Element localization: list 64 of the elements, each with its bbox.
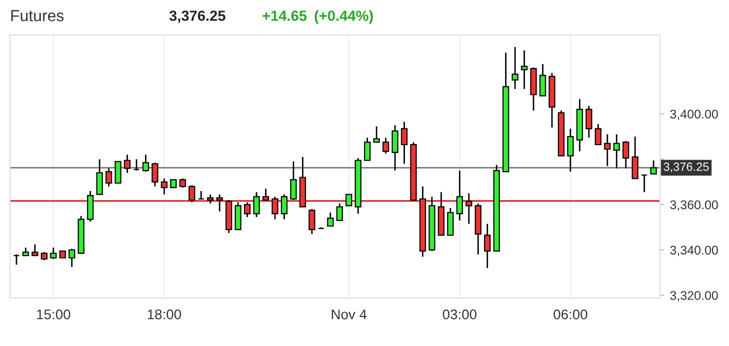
candlestick	[466, 192, 472, 225]
candlestick	[382, 137, 390, 154]
x-tick-label: 15:00	[37, 309, 70, 320]
x-tick-label: 18:00	[148, 309, 182, 320]
candlestick	[539, 63, 546, 96]
candlestick	[308, 208, 316, 235]
text: (+0.44%)	[314, 10, 373, 24]
candlestick	[114, 160, 122, 184]
candlestick	[346, 194, 352, 206]
candlestick	[13, 254, 20, 266]
candlestick	[327, 212, 334, 227]
candlestick	[179, 178, 186, 188]
candlestick	[133, 158, 140, 172]
candlestick	[484, 223, 491, 269]
candlestick	[594, 123, 602, 146]
candlestick	[152, 162, 158, 188]
candlestick	[198, 190, 204, 200]
candlestick	[272, 196, 278, 220]
candlestick	[188, 184, 196, 204]
candlestick	[290, 160, 297, 201]
candlestick	[234, 202, 242, 230]
candlestick	[96, 158, 103, 196]
candlestick	[207, 194, 214, 204]
candlestick	[280, 194, 288, 220]
candlestick	[622, 140, 630, 170]
candlestick	[373, 126, 380, 143]
candlestick	[216, 194, 223, 212]
y-tick-label: 3,340.00	[670, 246, 718, 256]
x-tick-label: Nov 4	[332, 310, 367, 320]
candlestick	[253, 191, 260, 218]
candlestick	[586, 105, 592, 138]
candlestick	[640, 174, 648, 193]
candlestick	[32, 244, 38, 256]
candlestick	[142, 154, 150, 172]
candlestick	[512, 46, 518, 90]
candlestick	[124, 154, 131, 174]
candlestick	[262, 188, 270, 201]
candlestick	[520, 50, 528, 90]
candlestick	[364, 137, 371, 162]
candlestick	[160, 178, 168, 196]
y-tick-label: 3,400.00	[670, 110, 718, 120]
candlestick	[336, 202, 343, 222]
ref-line-label: 3,376.25	[664, 162, 709, 172]
candlestick	[567, 128, 574, 172]
candlestick	[68, 248, 76, 268]
x-tick-label: 03:00	[442, 309, 476, 320]
y-tick-label: 3,360.00	[670, 200, 718, 211]
chart-title: Futures	[11, 10, 64, 22]
candlestick	[400, 121, 408, 164]
text: +14.65	[262, 10, 307, 21]
text: 3,376.25	[169, 10, 226, 24]
candlestick	[392, 124, 398, 172]
candlestick	[604, 134, 611, 167]
candlestick	[650, 160, 657, 175]
candlestick	[87, 190, 94, 222]
candlestick	[613, 134, 620, 170]
candlestick	[105, 168, 112, 188]
candlestick	[50, 246, 57, 260]
candlestick	[447, 207, 454, 236]
candlestick	[456, 170, 463, 222]
y-tick-label: 3,320.00	[670, 291, 718, 302]
candlestick	[244, 202, 251, 218]
x-tick-label: 06:00	[554, 309, 588, 320]
candlestick	[632, 136, 638, 180]
